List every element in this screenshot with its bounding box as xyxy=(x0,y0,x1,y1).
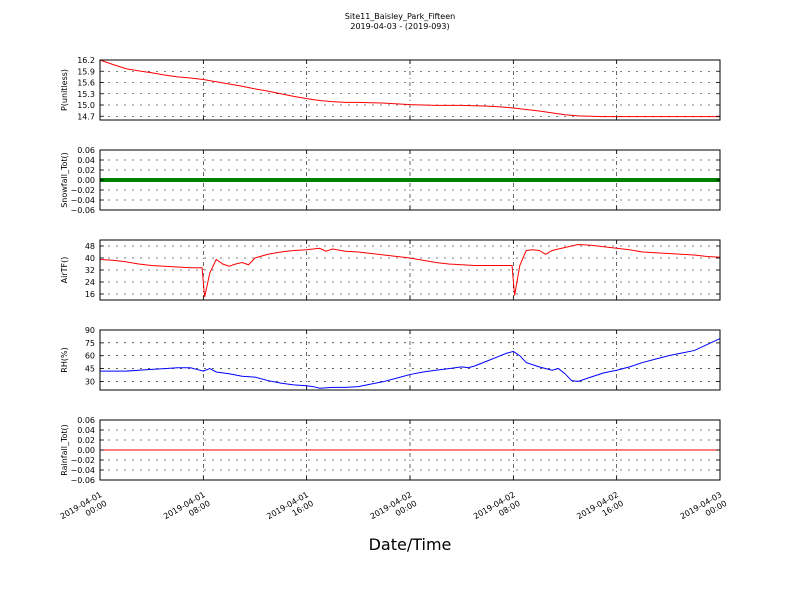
y-tick-label: 16 xyxy=(85,290,95,299)
y-axis-label: RH(%) xyxy=(60,347,69,372)
panel-3: 48 40 32 24 16 AirTF() xyxy=(60,239,721,301)
y-tick-label: 40 xyxy=(85,254,95,263)
y-axis-label: Rainfall_Tot() xyxy=(60,424,69,476)
y-axis-label: AirTF() xyxy=(60,257,69,284)
y-tick-label: 45 xyxy=(85,365,95,374)
y-tick-label: 14.7 xyxy=(77,112,95,121)
y-tick-label: 0.06 xyxy=(77,146,95,155)
y-tick-label: 0.06 xyxy=(77,416,95,425)
x-axis-label: Date/Time xyxy=(369,535,452,554)
y-tick-label: −0.06 xyxy=(70,476,95,485)
panel-2: 0.060.040.020.00−0.02−0.04−0.06Snowfall_… xyxy=(60,146,721,215)
y-tick-label: 15.3 xyxy=(77,90,95,99)
y-tick-label: 16.2 xyxy=(77,56,95,65)
figure-subtitle: 2019-04-03 - (2019-093) xyxy=(350,22,449,31)
y-tick-label: −0.04 xyxy=(70,196,95,205)
y-tick-label: 24 xyxy=(85,278,95,287)
y-tick-label: 15.0 xyxy=(77,101,95,110)
series-line xyxy=(99,243,721,298)
y-tick-label: 0.04 xyxy=(77,426,95,435)
y-tick-label: 32 xyxy=(85,266,95,275)
y-tick-label: 0.04 xyxy=(77,156,95,165)
y-tick-label: 15.6 xyxy=(77,79,95,88)
y-tick-label: 75 xyxy=(85,339,95,348)
panel-1: 16.2 15.9 15.6 15.3 15.0 14.7 P(unitless) xyxy=(60,56,721,121)
y-tick-label: 0.02 xyxy=(77,166,95,175)
y-tick-label: −0.02 xyxy=(70,456,95,465)
y-tick-label: 60 xyxy=(85,352,95,361)
y-axis-label: Snowfall_Tot() xyxy=(60,152,69,208)
figure-title: Site11_Baisley_Park_Fifteen xyxy=(345,12,455,21)
y-tick-label: 48 xyxy=(85,242,95,251)
y-tick-label: 0.00 xyxy=(77,176,95,185)
y-tick-label: 30 xyxy=(85,377,95,386)
panel-5: 0.060.040.020.00−0.02−0.04−0.06Rainfall_… xyxy=(60,416,721,485)
y-tick-label: 90 xyxy=(85,326,95,335)
y-tick-label: 15.9 xyxy=(77,67,95,76)
y-tick-label: 0.00 xyxy=(77,446,95,455)
series-line xyxy=(100,338,721,389)
y-tick-label: −0.04 xyxy=(70,466,95,475)
panel-4: 90 75 60 45 30 RH(%) xyxy=(60,326,721,391)
panels: 16.215.915.615.315.014.7P(unitless)0.060… xyxy=(60,56,721,485)
y-tick-label: −0.02 xyxy=(70,186,95,195)
y-axis-label: P(unitless) xyxy=(60,69,69,111)
y-tick-label: −0.06 xyxy=(70,206,95,215)
y-tick-label: 0.02 xyxy=(77,436,95,445)
